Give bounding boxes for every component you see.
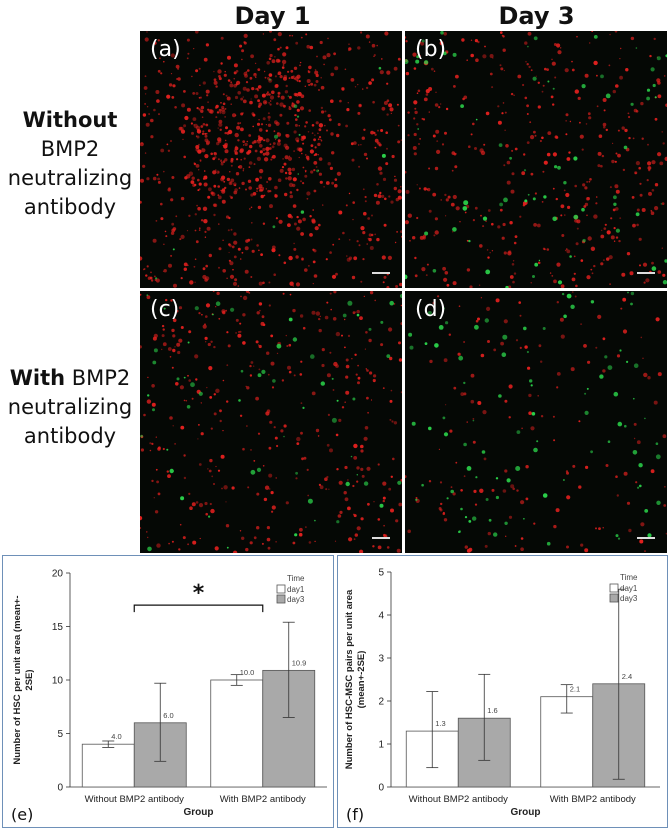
data-label: 2.1 (570, 685, 580, 694)
data-label: 1.3 (435, 719, 445, 728)
cell-field (405, 31, 667, 288)
y-tick-label: 5 (57, 729, 63, 740)
y-tick-label: 4 (378, 611, 384, 622)
row-label-without-line2: BMP2 (40, 137, 100, 161)
row-label-without: Without BMP2 neutralizing antibody (0, 106, 140, 222)
legend-swatch-day3 (276, 594, 286, 604)
legend-label-day1: day1 (287, 585, 305, 594)
micrograph-c: (c) (140, 291, 402, 553)
chart-panel-e: 0 5 10 15 20 Number of HSC per unit area (mea… (2, 555, 334, 828)
scale-bar (372, 537, 390, 539)
y-tick-label: 0 (378, 783, 384, 794)
legend-label-day3: day3 (620, 594, 638, 603)
micrograph-b: (b) (405, 31, 667, 288)
row-label-with-line2: neutralizing (7, 395, 133, 419)
cell-field (140, 31, 402, 288)
y-axis-label: Number of HSC-MSC pairs per unit area(me… (344, 589, 367, 769)
significance-bracket (133, 604, 264, 613)
panel-label: (f) (346, 805, 364, 824)
row-label-with: With BMP2 neutralizing antibody (0, 364, 140, 451)
bar-day1-1 (210, 679, 264, 788)
legend-label-day1: day1 (620, 584, 638, 593)
y-tick-label: 5 (378, 568, 384, 579)
chart-e-svg: 0 5 10 15 20 Number of HSC per unit area (mea… (11, 569, 327, 824)
data-label: 2.4 (622, 672, 632, 681)
x-tick-label: Without BMP2 antibody (409, 794, 509, 805)
x-tick-label: With BMP2 antibody (550, 794, 636, 805)
y-tick-label: 0 (57, 783, 63, 794)
row-label-without-bold: Without (22, 108, 118, 132)
row-label-without-line4: antibody (23, 195, 117, 219)
panel-label-a: (a) (150, 37, 181, 62)
row-label-without-line3: neutralizing (7, 166, 133, 190)
x-axis-label: Group (184, 807, 214, 818)
legend-title: Time (287, 574, 305, 583)
cell-field (405, 291, 667, 553)
panel-label-c: (c) (150, 297, 180, 322)
y-tick-label: 3 (378, 654, 384, 665)
panel-label-d: (d) (415, 297, 447, 322)
y-tick-label: 1 (378, 740, 384, 751)
data-label: 6.0 (163, 711, 173, 720)
data-label: 10.0 (240, 668, 255, 677)
legend-swatch-day1 (276, 584, 286, 594)
x-tick-label: Without BMP2 antibody (85, 794, 185, 805)
data-label: 1.6 (487, 706, 497, 715)
legend-label-day3: day3 (287, 595, 305, 604)
y-tick-label: 20 (52, 569, 64, 580)
bar-day1-0 (81, 743, 135, 788)
y-tick-label: 2 (378, 697, 384, 708)
legend-swatch-day3 (609, 593, 619, 603)
chart-f-svg: 0 1 2 3 4 5 Number of HSC-MSC pairs per unit a… (344, 568, 660, 824)
data-label: 10.9 (292, 658, 307, 667)
data-label: 4.0 (111, 732, 121, 741)
y-axis-label: Number of HSC per unit area (mean+-2SE) (12, 595, 35, 764)
chart-panel-f: 0 1 2 3 4 5 Number of HSC-MSC pairs per unit a… (337, 555, 668, 828)
scale-bar (372, 272, 390, 274)
row-label-with-line3: antibody (23, 424, 117, 448)
y-tick-label: 10 (52, 676, 64, 687)
legend-swatch-day1 (609, 583, 619, 593)
cell-field (140, 291, 402, 553)
micrograph-a: (a) (140, 31, 402, 288)
scale-bar (637, 272, 655, 274)
y-tick-label: 15 (52, 622, 64, 633)
panel-label: (e) (11, 805, 33, 824)
x-tick-label: With BMP2 antibody (220, 794, 306, 805)
legend-title: Time (620, 573, 638, 582)
micrograph-d: (d) (405, 291, 667, 553)
significance-marker: * (193, 581, 205, 606)
scale-bar (637, 537, 655, 539)
column-title-day3: Day 3 (498, 2, 575, 30)
panel-label-b: (b) (415, 37, 447, 62)
row-label-with-rest: BMP2 (65, 366, 131, 390)
column-title-day1: Day 1 (234, 2, 311, 30)
x-axis-label: Group (511, 807, 541, 818)
row-label-with-bold: With (9, 366, 66, 390)
